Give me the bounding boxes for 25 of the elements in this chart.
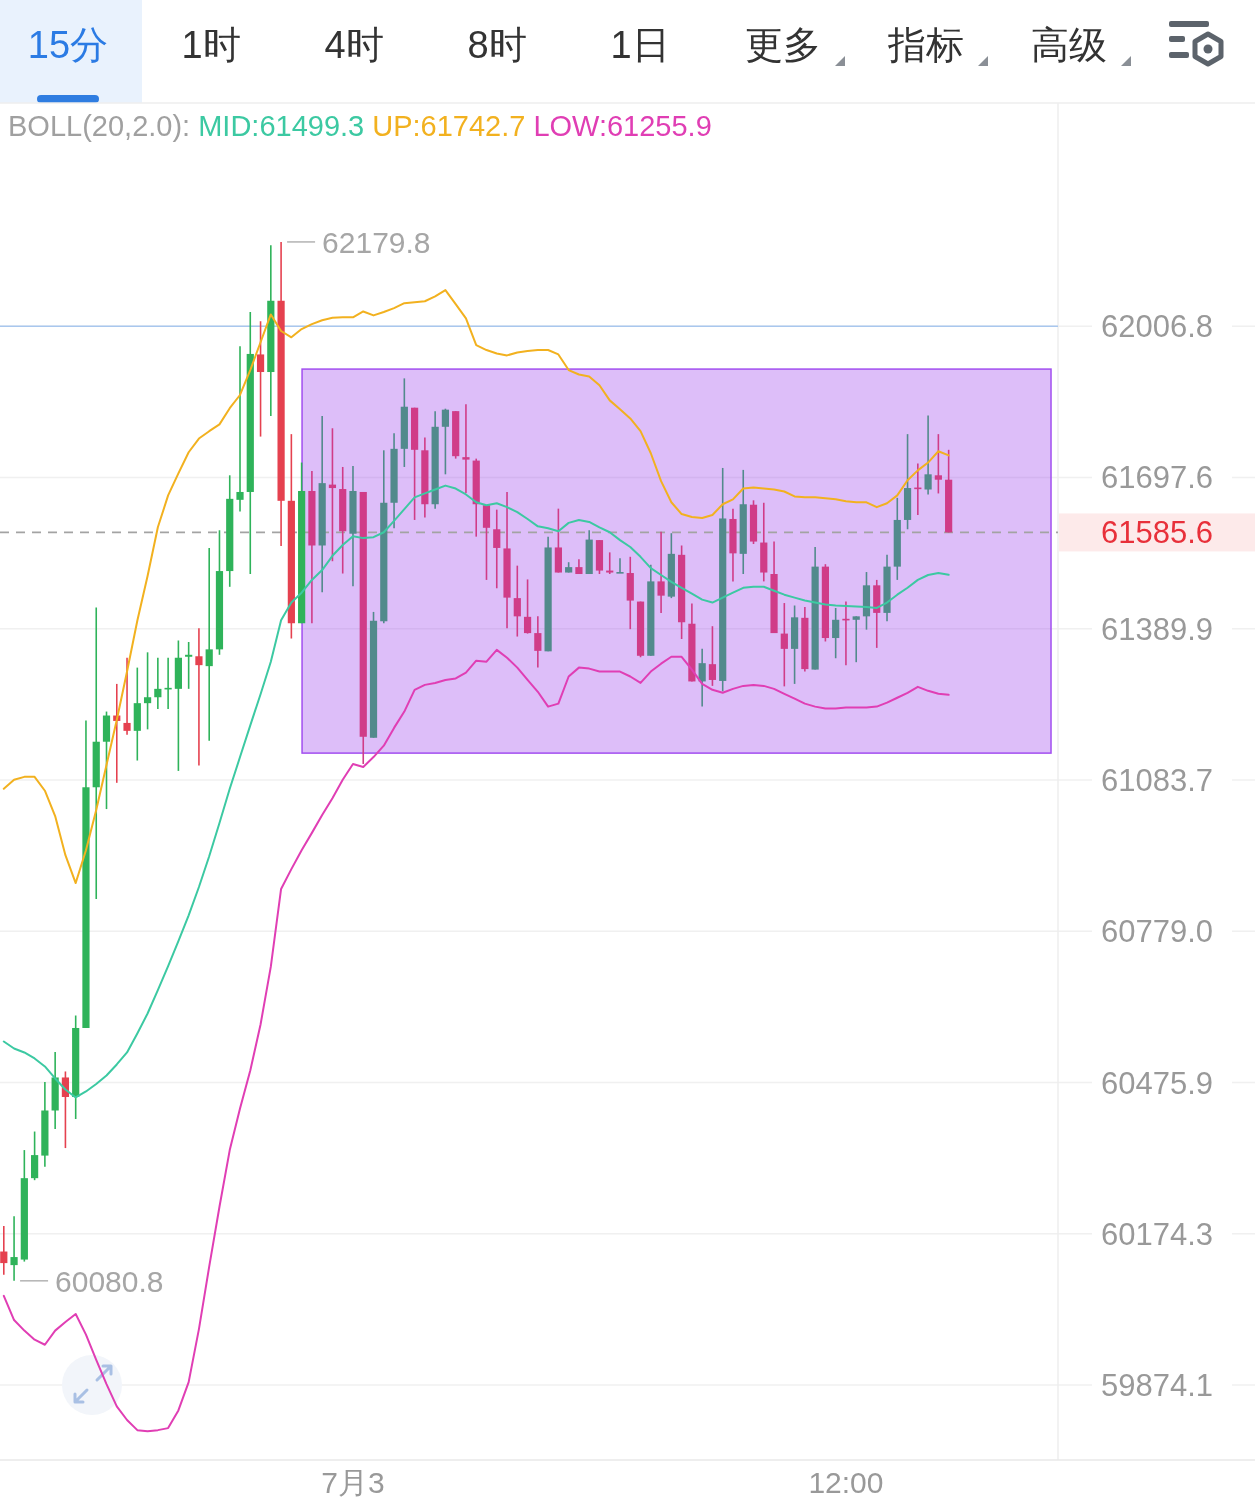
tab-label: 指标 bbox=[888, 24, 964, 66]
y-tick-label: 61697.6 bbox=[1100, 460, 1214, 496]
y-tick-label: 61083.7 bbox=[1100, 763, 1214, 798]
tab-label: 1日 bbox=[610, 24, 670, 66]
legend-item: UP:61742.7 bbox=[372, 110, 526, 142]
y-tick-label: 61389.9 bbox=[1100, 611, 1214, 647]
tab-label: 15分 bbox=[27, 24, 109, 66]
y-tick-label: 62006.8 bbox=[1100, 309, 1214, 345]
tab-label: 更多 bbox=[745, 24, 821, 66]
y-tick-label: 60779.0 bbox=[1100, 914, 1214, 950]
legend-item: MID:61499.3 bbox=[198, 110, 365, 142]
tab-label: 1时 bbox=[181, 24, 241, 66]
tab-label: 4时 bbox=[324, 24, 384, 66]
annotation: 60080.8 bbox=[55, 1264, 164, 1298]
y-tick-label: 60174.3 bbox=[1100, 1216, 1214, 1252]
y-tick-label: 60475.9 bbox=[1100, 1065, 1214, 1101]
y-tick-label: 59874.1 bbox=[1100, 1368, 1214, 1404]
annotation: 62179.8 bbox=[322, 225, 431, 259]
legend-title: BOLL(20,2.0): bbox=[8, 110, 191, 142]
last-price-label: 61585.6 bbox=[1100, 515, 1214, 551]
x-tick-label: 7月3 bbox=[321, 1466, 385, 1499]
x-tick-label: 12:00 bbox=[808, 1466, 884, 1499]
tab-label: 8时 bbox=[467, 24, 527, 66]
legend-item: LOW:61255.9 bbox=[533, 110, 712, 142]
tab-label: 高级 bbox=[1031, 24, 1107, 66]
